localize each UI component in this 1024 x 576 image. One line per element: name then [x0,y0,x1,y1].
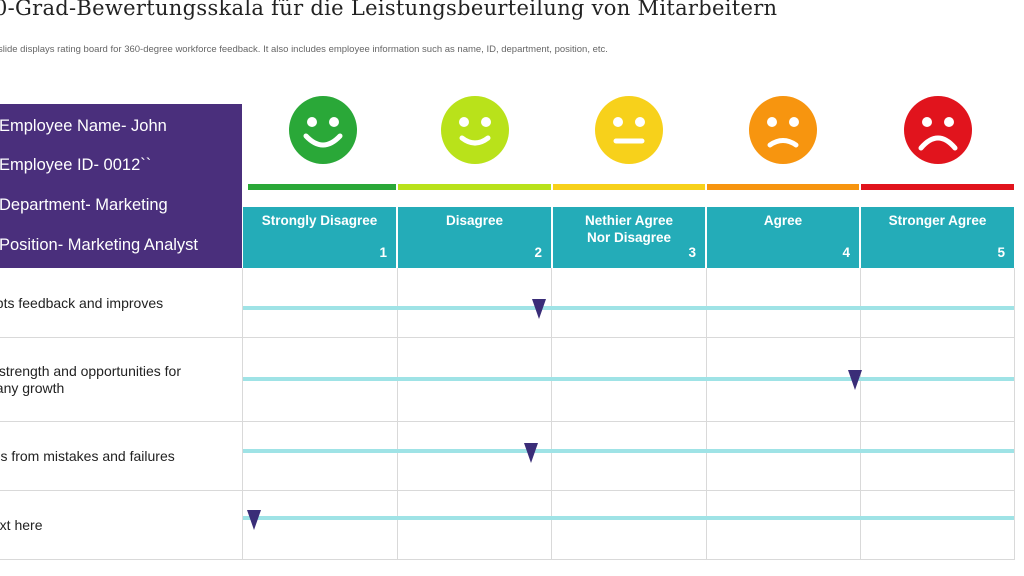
happy-face-icon [289,96,357,164]
scale-header-4: Agree 4 [707,207,859,268]
criterion-label: text here [0,517,43,533]
neutral-face-icon [595,96,663,164]
page-subtitle: slide displays rating board for 360-degr… [0,44,608,55]
employee-department: Department- Marketing [0,196,168,214]
scale-number: 2 [534,245,542,260]
very-sad-face-icon [904,96,972,164]
scale-number: 5 [997,245,1005,260]
rating-bar [243,306,1014,310]
scale-number: 4 [842,245,850,260]
scale-header-1: Strongly Disagree 1 [243,207,396,268]
scale-header-2: Disagree 2 [398,207,551,268]
scale-header-3: Nethier Agree Nor Disagree 3 [553,207,705,268]
scale-number: 3 [688,245,696,260]
employee-position: Position- Marketing Analyst [0,236,199,254]
grid-line [0,421,1015,422]
grid-line [551,268,552,560]
grid-line [1014,268,1015,560]
strip-orange [707,184,859,190]
grid-line [706,268,707,560]
strip-red [861,184,1014,190]
scale-label: Strongly Disagree [261,213,378,228]
scale-label: Disagree [445,213,504,228]
strip-lime [398,184,551,190]
rating-bar [243,516,1014,520]
employee-id: Employee ID- 0012`` [0,156,152,174]
criterion-label: s strength and opportunities for pany gr… [0,363,182,396]
grid-line [242,268,243,560]
scale-label: Stronger Agree [888,213,987,228]
scale-label: Nethier Agree Nor Disagree [584,213,674,245]
strip-yellow [553,184,705,190]
employee-info-panel: Employee Name- John Employee ID- 0012`` … [0,104,242,268]
rating-marker [532,299,546,319]
employee-name: Employee Name- John [0,117,167,135]
sad-face-icon [749,96,817,164]
scale-label: Agree [763,213,803,228]
rating-marker [524,443,538,463]
rating-marker [247,510,261,530]
strip-green [248,184,396,190]
criterion-label: epts feedback and improves [0,295,164,311]
scale-number: 1 [379,245,387,260]
criterion-label: rns from mistakes and failures [0,448,175,464]
page-title: 0-Grad-Bewertungsskala für die Leistungs… [0,0,778,20]
grid-line [860,268,861,560]
grid-line [397,268,398,560]
scale-header-5: Stronger Agree 5 [861,207,1014,268]
rating-bar [243,377,1014,381]
rating-marker [848,370,862,390]
grid-line [0,490,1015,491]
rating-bar [243,449,1014,453]
grid-line [0,337,1015,338]
smiling-face-icon [441,96,509,164]
grid-line [0,559,1015,560]
